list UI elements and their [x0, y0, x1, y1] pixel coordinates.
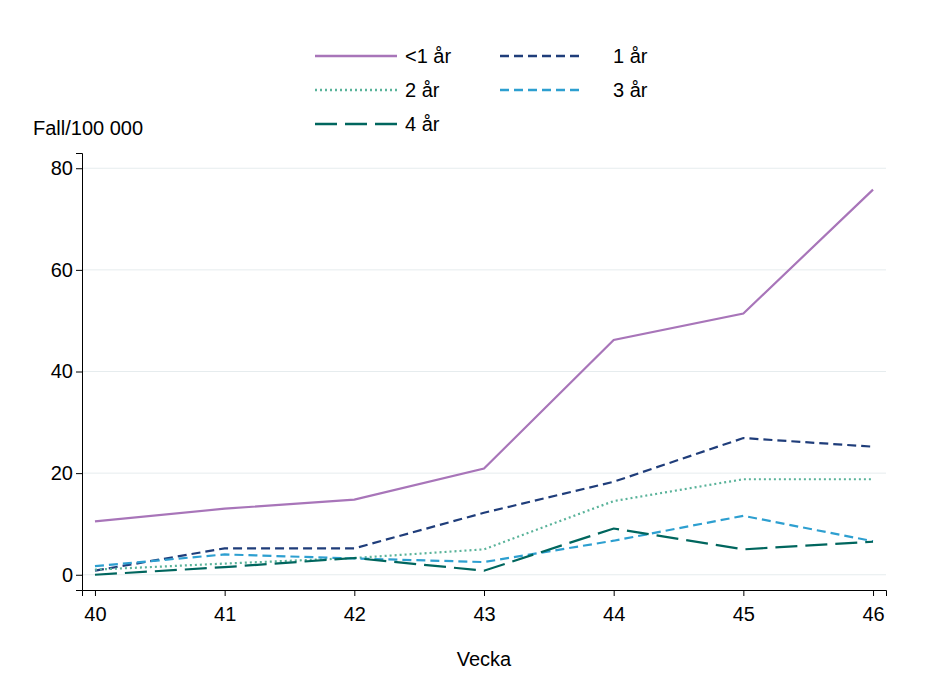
x-tick-mark: [743, 590, 744, 596]
grid-line: [82, 168, 886, 169]
legend-swatch: [315, 89, 397, 92]
y-tick: 40: [51, 360, 82, 382]
grid-line: [82, 371, 886, 372]
grid-line: [82, 574, 886, 575]
y-tick-label: 0: [62, 564, 73, 586]
y-tick-label: 60: [51, 259, 73, 281]
x-tick-label: 46: [862, 603, 884, 625]
series-line: [95, 438, 873, 571]
y-tick-mark: [76, 270, 82, 271]
x-tick-mark: [614, 590, 615, 596]
y-axis: 0 20 40 60 80: [51, 154, 83, 591]
series-line: [95, 529, 873, 575]
y-tick-mark: [76, 473, 82, 474]
x-tick: 42: [344, 590, 366, 625]
y-tick-label: 80: [51, 157, 73, 179]
legend-swatch: [500, 55, 582, 58]
grid-line: [82, 473, 886, 474]
series-line: [95, 516, 873, 566]
y-tick-mark: [76, 168, 82, 169]
y-tick-mark: [76, 372, 82, 373]
y-tick-label: 40: [51, 360, 73, 382]
series-line: [95, 479, 873, 569]
legend-item: 2 år: [315, 79, 440, 101]
chart: 40 41 42 43 44 45 46 0 20 40 60 80 Vecka Fall/100 000…: [0, 0, 948, 690]
legend-swatch: [315, 55, 397, 58]
legend-label: 2 år: [405, 79, 440, 101]
y-tick: 20: [51, 462, 82, 484]
y-tick: 80: [51, 157, 82, 179]
x-tick: 46: [862, 590, 884, 625]
x-tick: 43: [473, 590, 495, 625]
y-tick: 0: [62, 564, 82, 586]
y-axis-title: Fall/100 000: [33, 117, 143, 139]
x-tick: 40: [84, 590, 106, 625]
x-tick: 45: [733, 590, 755, 625]
y-tick-mark: [76, 575, 82, 576]
grid: [82, 168, 886, 575]
legend-label: 1 år: [613, 45, 648, 67]
x-tick-label: 45: [733, 603, 755, 625]
legend-item: 4 år: [315, 113, 440, 135]
series-line: [95, 190, 873, 522]
x-tick-label: 40: [84, 603, 106, 625]
legend-item: 3 år: [500, 79, 648, 101]
x-tick: 41: [214, 590, 236, 625]
x-tick-mark: [873, 590, 874, 596]
x-axis-title: Vecka: [457, 648, 512, 670]
x-tick: 44: [603, 590, 625, 625]
x-axis: 40 41 42 43 44 45 46: [83, 590, 887, 625]
legend: <1 år 1 år 2 år 3 år 4 år: [315, 45, 648, 135]
legend-label: 3 år: [613, 79, 648, 101]
grid-line: [82, 269, 886, 270]
legend-item: 1 år: [500, 45, 648, 67]
x-tick-mark: [354, 590, 355, 596]
legend-item: <1 år: [315, 45, 451, 67]
legend-label: 4 år: [405, 113, 440, 135]
y-axis-line: [76, 154, 83, 591]
x-tick-label: 43: [473, 603, 495, 625]
legend-label: <1 år: [405, 45, 451, 67]
y-tick-label: 20: [51, 462, 73, 484]
x-axis-line: [83, 591, 887, 597]
legend-swatch: [500, 89, 582, 92]
x-tick-mark: [484, 590, 485, 596]
legend-swatch: [315, 123, 397, 126]
x-tick-mark: [225, 590, 226, 596]
x-tick-label: 44: [603, 603, 625, 625]
x-tick-label: 42: [344, 603, 366, 625]
y-tick: 60: [51, 259, 82, 281]
plot-area: [95, 190, 873, 575]
x-tick-label: 41: [214, 603, 236, 625]
x-tick-mark: [95, 590, 96, 596]
